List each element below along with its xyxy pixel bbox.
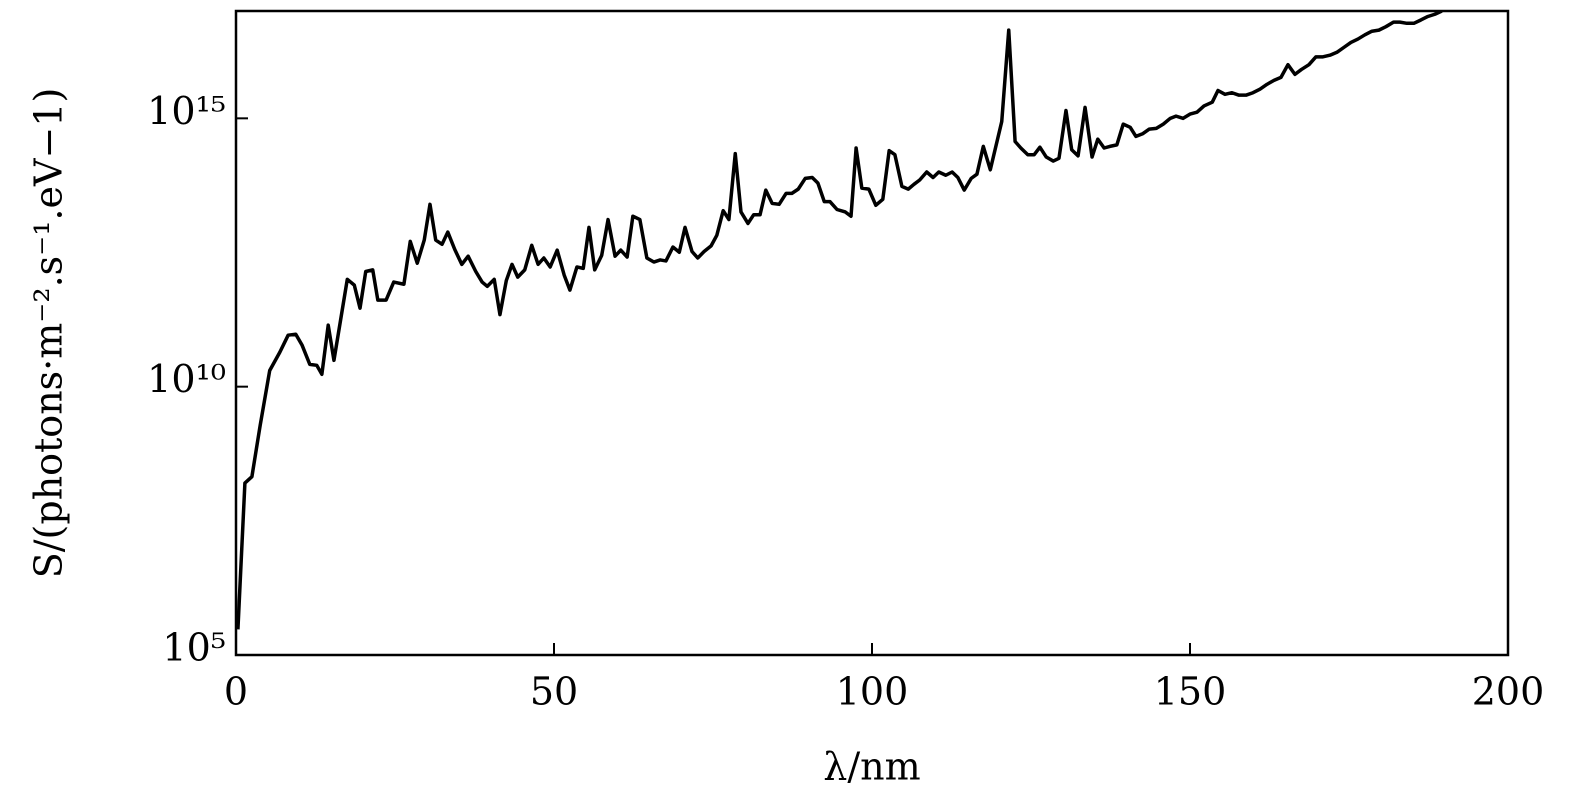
x-axis-label: λ/nm <box>823 745 920 789</box>
y-tick-label: 10¹⁵ <box>147 89 226 133</box>
x-tick-label: 150 <box>1154 670 1227 714</box>
plot-frame <box>234 9 1510 657</box>
line <box>236 11 1443 630</box>
x-tick-label: 200 <box>1472 670 1545 714</box>
x-tick-label: 50 <box>530 670 578 714</box>
x-tick-label: 0 <box>224 670 248 714</box>
y-axis-label: S/(photons·m⁻².s⁻¹.eV−1) <box>27 88 71 579</box>
x-tick-label: 100 <box>836 670 909 714</box>
y-tick-label: 10⁵ <box>162 626 226 670</box>
y-tick-label: 10¹⁰ <box>147 357 226 401</box>
